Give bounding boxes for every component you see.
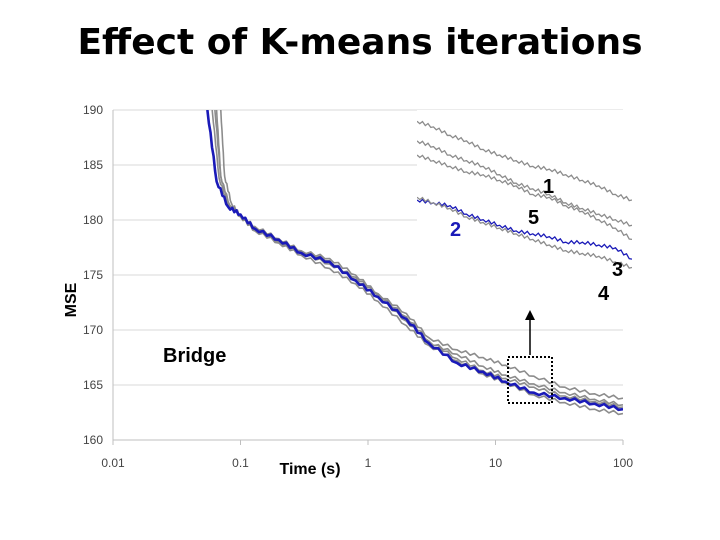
inset-panel [417, 110, 632, 290]
y-tick-label: 165 [83, 378, 103, 392]
inset-label-2: 2 [450, 219, 461, 241]
y-axis-title: MSE [63, 282, 80, 317]
inset-layer: 1 2 34 5 [417, 110, 632, 404]
x-tick-label: 0.01 [101, 456, 125, 470]
series-line-2 [206, 110, 623, 412]
inset-label-5: 5 [528, 207, 539, 229]
inset-series-line-2 [417, 198, 632, 260]
zoom-box [507, 356, 553, 404]
inset-label-4: 4 [598, 283, 610, 305]
series-layer [206, 110, 623, 416]
inset-label-1: 1 [543, 176, 554, 198]
axis-layer: 160 165 170 175 180 185 190 0.01 0.1 1 10 100 [83, 103, 633, 470]
inset-series-group [417, 120, 632, 269]
x-axis-title: Time (s) [279, 461, 340, 478]
dataset-label: Bridge [163, 345, 226, 367]
x-tick-label: 0.1 [232, 456, 249, 470]
inset-series-line-5 [417, 140, 632, 227]
inset-series-line-1 [417, 120, 632, 202]
y-tick-label: 170 [83, 323, 103, 337]
x-tick-label: 100 [613, 456, 633, 470]
y-tick-label: 185 [83, 158, 103, 172]
y-tick-label: 175 [83, 268, 103, 282]
inset-label-3: 3 [612, 259, 623, 281]
inset-series-line-4 [417, 196, 632, 269]
x-tick-label: 1 [365, 456, 372, 470]
y-tick-label: 190 [83, 103, 103, 117]
x-tick-label: 10 [489, 456, 503, 470]
y-tick-label: 180 [83, 213, 103, 227]
slide-title: Effect of K-means iterations [77, 22, 643, 63]
inset-series-line-3 [417, 154, 632, 241]
zoom-arrow-head [525, 310, 535, 320]
y-tick-label: 160 [83, 433, 103, 447]
